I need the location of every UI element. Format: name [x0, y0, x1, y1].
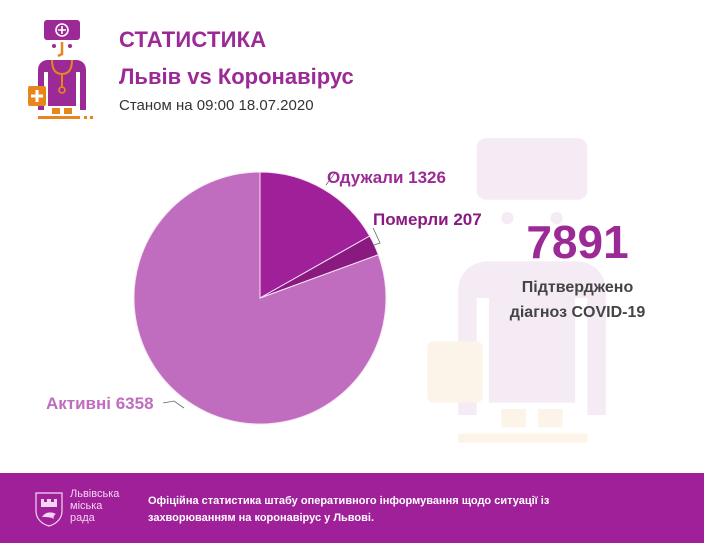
- footer-org-name: Львівська міська рада: [70, 488, 140, 524]
- page-title: СТАТИСТИКА: [119, 27, 267, 52]
- footer: Львівська міська рада Офіційна статистик…: [0, 473, 704, 543]
- doctor-watermark-icon: [427, 138, 606, 443]
- page-subtitle: Львів vs Коронавірус: [119, 64, 354, 89]
- org-line-3: рада: [70, 512, 95, 524]
- org-line-2: міська: [70, 500, 103, 512]
- doctor-icon: [28, 20, 93, 119]
- total-confirmed: 7891: [526, 216, 629, 268]
- caption-line-2: діагноз COVID-19: [509, 304, 646, 321]
- pie-chart: [133, 171, 387, 425]
- org-line-1: Львівська: [70, 488, 120, 500]
- leader-recovered: [325, 172, 336, 186]
- label-active: Активні 6358: [46, 394, 154, 413]
- footer-description: Офіційна статистика штабу оперативного і…: [148, 495, 550, 524]
- date-stamp: Станом на 09:00 18.07.2020: [119, 97, 314, 114]
- leader-died: [372, 227, 381, 246]
- slice-recovered: [259, 171, 371, 299]
- label-died: Померли 207: [373, 210, 482, 229]
- leader-active: [162, 400, 185, 409]
- label-recovered: Одужали 1326: [327, 168, 446, 187]
- caption-line-1: Підтверджено: [521, 279, 634, 296]
- lviv-coat-of-arms-icon: [35, 492, 63, 527]
- total-caption: Підтверджено діагноз COVID-19: [490, 275, 665, 325]
